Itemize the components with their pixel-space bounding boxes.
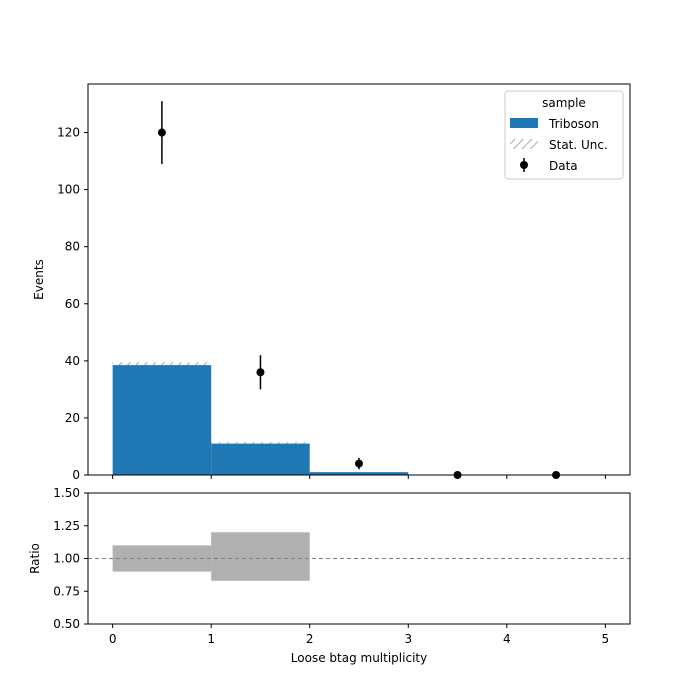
y-tick-label: 60: [65, 297, 80, 311]
stat-unc-band: [211, 442, 310, 444]
main-panel: 0 20 40 60 80 100 120 Events sample Triboson Stat.…: [32, 83, 631, 482]
legend-swatch-data: [520, 161, 528, 169]
data-point: [157, 128, 166, 137]
ratio-y-tick-label: 1.00: [53, 552, 80, 566]
y-tick-label: 20: [65, 411, 80, 425]
y-tick-label: 0: [72, 468, 80, 482]
ratio-y-axis-label: Ratio: [28, 543, 42, 574]
x-tick-label: 2: [306, 632, 314, 646]
legend: sample Triboson Stat. Unc. Data: [504, 90, 624, 180]
y-axis-label: Events: [32, 259, 46, 300]
ratio-panel: 0.50 0.75 1.00 1.25 1.50 0 1 2 3 4 5 Ratio Loose bta…: [28, 486, 631, 665]
x-tick-label: 3: [404, 632, 412, 646]
legend-label: Triboson: [548, 117, 599, 131]
ratio-y-tick-label: 1.25: [53, 519, 80, 533]
legend-label: Data: [549, 159, 578, 173]
ratio-y-tick-label: 0.50: [53, 617, 80, 631]
histogram-bar: [309, 472, 409, 475]
x-tick-label: 5: [602, 632, 610, 646]
ratio-y-tick-label: 1.50: [53, 486, 80, 500]
legend-box: [504, 90, 624, 180]
y-tick-label: 80: [65, 240, 80, 254]
ratio-y-tick-label: 0.75: [53, 584, 80, 598]
histogram-bar: [211, 443, 310, 475]
stat-unc-band: [112, 362, 212, 366]
y-tick-label: 40: [65, 354, 80, 368]
legend-title: sample: [542, 96, 586, 110]
ratio-unc-band: [211, 532, 310, 581]
x-tick-label: 4: [503, 632, 511, 646]
x-axis-label: Loose btag multiplicity: [291, 651, 427, 665]
y-tick-label: 100: [57, 183, 80, 197]
main-axes-frame: [87, 83, 631, 476]
data-point: [256, 368, 265, 377]
histogram-bar: [112, 365, 212, 475]
x-tick-label: 0: [109, 632, 117, 646]
data-point: [355, 459, 363, 468]
y-tick-label: 120: [57, 126, 80, 140]
legend-swatch-triboson: [510, 118, 538, 128]
x-tick-label: 1: [207, 632, 215, 646]
legend-label: Stat. Unc.: [549, 138, 608, 152]
legend-swatch-stat-unc: [510, 139, 538, 149]
